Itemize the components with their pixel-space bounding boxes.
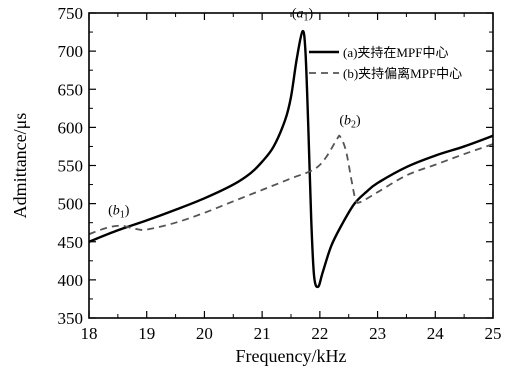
x-tick-label: 23 bbox=[369, 324, 386, 343]
plot-frame bbox=[88, 12, 494, 319]
annotation-b2: (b2) bbox=[339, 114, 361, 131]
annotation-b1: (b1) bbox=[108, 204, 130, 221]
y-tick-label: 550 bbox=[58, 157, 84, 176]
series-line-b bbox=[88, 134, 494, 235]
x-tick-label: 24 bbox=[427, 324, 445, 343]
legend-label-b: (b)夹持偏离MPF中心 bbox=[343, 66, 462, 81]
y-tick-label: 400 bbox=[58, 271, 84, 290]
legend: (a)夹持在MPF中心 (b)夹持偏离MPF中心 bbox=[309, 45, 462, 81]
x-tick-label: 22 bbox=[311, 324, 328, 343]
annotations-layer: (a1) (b1) (b2) bbox=[108, 6, 361, 220]
y-tick-label: 600 bbox=[58, 118, 84, 137]
y-tick-label: 500 bbox=[58, 195, 84, 214]
y-axis-label: Admittance/μs bbox=[10, 113, 30, 219]
series-layer bbox=[88, 29, 494, 289]
x-tick-label: 18 bbox=[81, 324, 98, 343]
x-tick-label: 19 bbox=[138, 324, 155, 343]
tick-labels-layer: 18 19 20 21 22 23 24 25 350 400 450 500 550 600 650 700… bbox=[58, 4, 502, 343]
series-line-a bbox=[88, 29, 494, 289]
y-tick-label: 350 bbox=[58, 309, 84, 328]
x-tick-label: 20 bbox=[196, 324, 213, 343]
x-tick-label: 25 bbox=[485, 324, 502, 343]
y-tick-label: 750 bbox=[58, 4, 84, 23]
y-tick-label: 700 bbox=[58, 42, 84, 61]
x-tick-label: 21 bbox=[254, 324, 271, 343]
y-tick-label: 450 bbox=[58, 233, 84, 252]
y-tick-label: 650 bbox=[58, 80, 84, 99]
legend-label-a: (a)夹持在MPF中心 bbox=[343, 45, 448, 60]
x-axis-label: Frequency/kHz bbox=[236, 346, 347, 366]
annotation-a1: (a1) bbox=[292, 6, 314, 23]
